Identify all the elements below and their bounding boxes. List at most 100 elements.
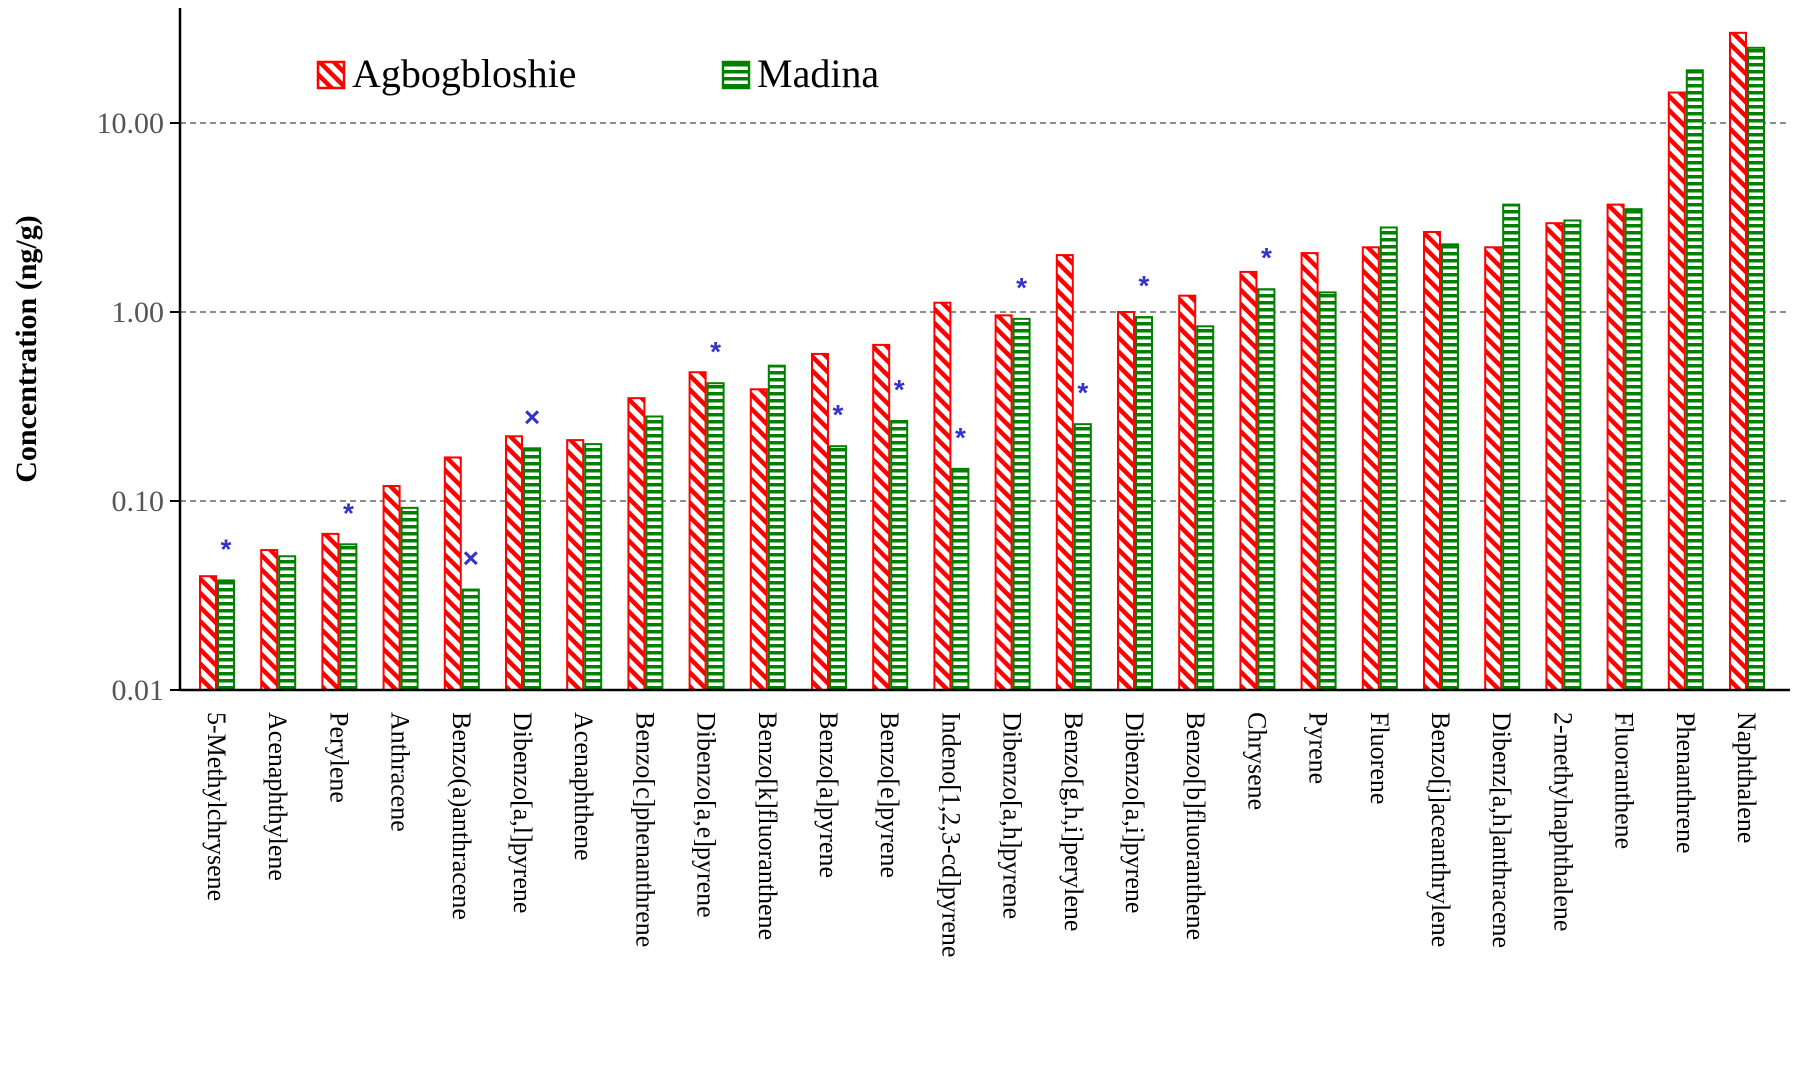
x-category-label: Naphthalene xyxy=(1732,712,1761,843)
bar-agbogbloshie xyxy=(1055,254,1074,692)
bar-agbogbloshie xyxy=(1484,246,1503,692)
bar-agbogbloshie xyxy=(749,388,768,691)
bar-madina xyxy=(400,506,419,691)
significance-marker: * xyxy=(894,374,905,405)
x-category-label: Pyrene xyxy=(1304,712,1333,784)
bar-agbogbloshie xyxy=(1178,294,1197,691)
x-category-label: Acenaphthene xyxy=(569,712,598,861)
x-category-label: Benzo[g,h,i]perylene xyxy=(1059,712,1088,931)
bar-madina xyxy=(1012,317,1031,691)
bar-agbogbloshie xyxy=(1545,222,1564,691)
bar-madina xyxy=(1624,208,1643,691)
legend-label-agbogbloshie: Agbogbloshie xyxy=(352,51,576,96)
bar-madina xyxy=(1441,243,1459,691)
significance-marker: * xyxy=(343,497,354,528)
bar-agbogbloshie xyxy=(1239,270,1258,691)
x-category-label: Benzo[k]fluoranthene xyxy=(753,712,782,940)
x-category-label: Benzo[b]fluoranthene xyxy=(1181,712,1210,940)
axes xyxy=(178,8,1790,692)
bar-agbogbloshie xyxy=(933,301,952,691)
bar-agbogbloshie xyxy=(811,352,829,691)
x-category-label: Fluoranthene xyxy=(1610,712,1639,849)
bar-agbogbloshie xyxy=(1667,91,1686,691)
bar-agbogbloshie xyxy=(1300,252,1319,691)
y-tick-labels: 0.01 0.10 1.00 10.00 xyxy=(97,107,165,707)
bar-madina xyxy=(645,415,664,691)
significance-marker: * xyxy=(833,399,844,430)
x-category-label: Fluorene xyxy=(1365,712,1394,804)
gridlines xyxy=(170,122,1790,691)
x-category-label: 2-methylnaphthalene xyxy=(1548,712,1577,931)
x-category-label: Acenaphthylene xyxy=(263,712,292,881)
bar-agbogbloshie xyxy=(443,456,462,691)
bar-madina xyxy=(951,467,970,691)
bar-agbogbloshie xyxy=(260,549,279,692)
bars xyxy=(199,31,1765,692)
bar-agbogbloshie xyxy=(1606,203,1625,692)
x-category-label: Dibenzo[a,l]pyrene xyxy=(508,712,537,913)
bar-agbogbloshie xyxy=(872,343,891,691)
significance-marker: * xyxy=(1261,242,1272,273)
bar-agbogbloshie xyxy=(566,439,585,691)
bar-madina xyxy=(523,447,541,692)
y-tick-label: 0.01 xyxy=(112,674,165,707)
bar-madina xyxy=(217,579,235,691)
x-category-label: Benzo[e]pyrene xyxy=(875,712,904,878)
x-category-label: Chrysene xyxy=(1242,712,1271,810)
bar-agbogbloshie xyxy=(994,314,1013,691)
bar-madina xyxy=(1747,46,1765,691)
legend-swatch-agbogbloshie xyxy=(316,60,346,90)
significance-marker: * xyxy=(1077,377,1088,408)
bar-madina xyxy=(767,364,786,691)
significance-marker: × xyxy=(524,401,540,432)
significance-marker: * xyxy=(955,422,966,453)
significance-markers: * * × × * * * * * * * * xyxy=(221,242,1272,573)
y-axis-label: Concentration (ng/g) xyxy=(10,215,43,482)
significance-marker: * xyxy=(1016,272,1027,303)
x-category-label: Dibenz[a,h]anthracene xyxy=(1487,712,1516,948)
y-tick-label: 10.00 xyxy=(97,107,165,140)
legend-label-madina: Madina xyxy=(757,51,879,96)
bar-madina xyxy=(706,382,725,691)
bar-agbogbloshie xyxy=(321,532,340,692)
bar-agbogbloshie xyxy=(505,435,523,691)
significance-marker: * xyxy=(1139,270,1150,301)
bar-madina xyxy=(584,443,603,691)
y-tick-label: 1.00 xyxy=(112,296,165,329)
x-category-label: Perylene xyxy=(324,712,353,803)
bar-madina xyxy=(1685,69,1704,692)
bar-madina xyxy=(1502,203,1521,692)
x-category-label: Benzo[c]phenanthrene xyxy=(630,712,659,947)
bar-agbogbloshie xyxy=(688,371,707,691)
x-category-labels: 5-Methylchrysene Acenaphthylene Perylene An… xyxy=(202,712,1761,957)
bar-madina xyxy=(1257,288,1276,691)
bar-madina xyxy=(1563,219,1582,692)
legend: Agbogbloshie Madina xyxy=(316,51,879,96)
bar-madina xyxy=(1318,291,1337,691)
bar-madina xyxy=(339,543,358,691)
bar-agbogbloshie xyxy=(199,575,217,691)
bar-madina xyxy=(829,445,847,692)
bar-madina xyxy=(1196,325,1215,691)
bar-agbogbloshie xyxy=(1423,231,1441,691)
bar-madina xyxy=(890,420,909,691)
x-category-label: Dibenzo[a,e]pyrene xyxy=(692,712,721,918)
bar-agbogbloshie xyxy=(627,397,646,691)
y-tick-label: 0.10 xyxy=(112,485,165,518)
x-category-label: Benzo(a)anthracene xyxy=(447,712,476,920)
bar-madina xyxy=(1073,423,1092,691)
bar-madina xyxy=(1135,316,1153,691)
x-category-label: Dibenzo[a,i]pyrene xyxy=(1120,712,1149,913)
bar-agbogbloshie xyxy=(1729,31,1747,691)
bar-agbogbloshie xyxy=(1117,311,1135,691)
x-category-label: Phenanthrene xyxy=(1671,712,1700,854)
bar-agbogbloshie xyxy=(382,485,401,692)
x-category-label: Benzo[a]pyrene xyxy=(814,712,843,878)
x-category-label: Dibenzo[a,h]pyrene xyxy=(998,712,1027,919)
x-category-label: Indeno[1,2,3-cd]pyrene xyxy=(936,712,965,957)
x-category-label: 5-Methylchrysene xyxy=(202,712,231,901)
x-category-label: Benzo[j]aceanthrylene xyxy=(1426,712,1455,947)
bar-madina xyxy=(461,588,480,691)
significance-marker: * xyxy=(221,533,232,564)
